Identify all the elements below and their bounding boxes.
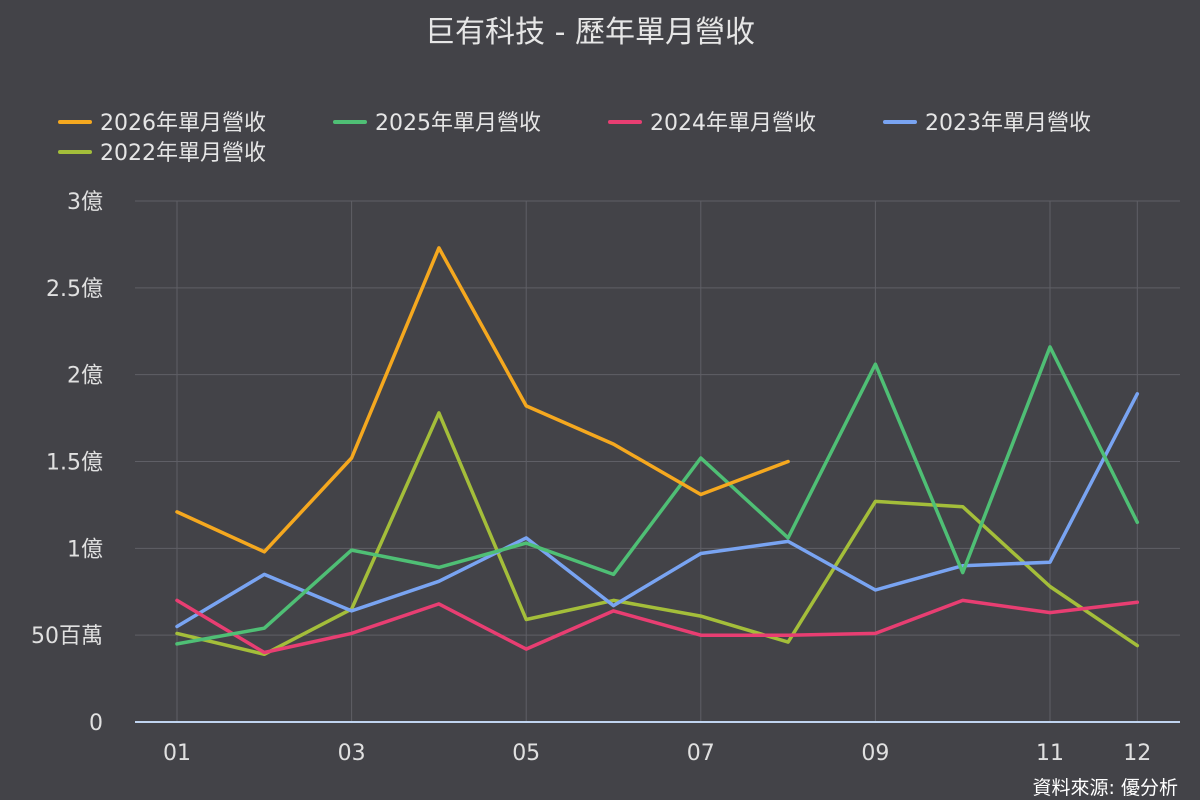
- x-tick-label: 07: [687, 741, 715, 766]
- y-tick-label: 0: [89, 711, 103, 736]
- y-tick-label: 1.5億: [46, 451, 103, 476]
- y-tick-label: 2.5億: [46, 277, 103, 302]
- x-tick-label: 01: [163, 741, 191, 766]
- y-tick-label: 3億: [67, 190, 103, 215]
- source-label: 資料來源: 優分析: [1033, 777, 1178, 799]
- series-line-2023年單月營收: [175, 392, 1140, 629]
- legend-item[interactable]: 2023年單月營收: [883, 111, 1091, 136]
- legend-label: 2025年單月營收: [375, 111, 541, 136]
- legend: 2026年單月營收 2025年單月營收 2024年單月營收 2023年單月營收 2022…: [58, 111, 1091, 166]
- grid: [135, 200, 1180, 722]
- chart-title: 巨有科技 - 歷年單月營收: [425, 15, 755, 50]
- x-tick-label: 09: [861, 741, 889, 766]
- legend-item[interactable]: 2026年單月營收: [58, 111, 266, 136]
- series-line-2026年單月營收: [175, 246, 790, 554]
- x-tick-label: 05: [512, 741, 540, 766]
- legend-label: 2023年單月營收: [925, 111, 1091, 136]
- x-axis: 01 03 05 07 09 11 12: [135, 721, 1180, 766]
- series-line-2025年單月營收: [175, 345, 1140, 646]
- legend-label: 2022年單月營收: [100, 141, 266, 166]
- x-tick-label: 11: [1036, 741, 1064, 766]
- x-tick-label: 12: [1123, 741, 1151, 766]
- y-tick-label: 2億: [67, 364, 103, 389]
- legend-label: 2026年單月營收: [100, 111, 266, 136]
- y-axis: 0 50百萬 1億 1.5億 2億 2.5億 3億: [31, 190, 103, 736]
- x-tick-label: 03: [338, 741, 366, 766]
- legend-item[interactable]: 2025年單月營收: [333, 111, 541, 136]
- legend-label: 2024年單月營收: [650, 111, 816, 136]
- legend-item[interactable]: 2022年單月營收: [58, 141, 266, 166]
- series-group: [175, 246, 1140, 657]
- y-tick-label: 1億: [67, 537, 103, 562]
- series-line-2022年單月營收: [175, 411, 1140, 657]
- series-line-2024年單月營收: [175, 598, 1140, 655]
- y-tick-label: 50百萬: [31, 624, 103, 649]
- legend-item[interactable]: 2024年單月營收: [608, 111, 816, 136]
